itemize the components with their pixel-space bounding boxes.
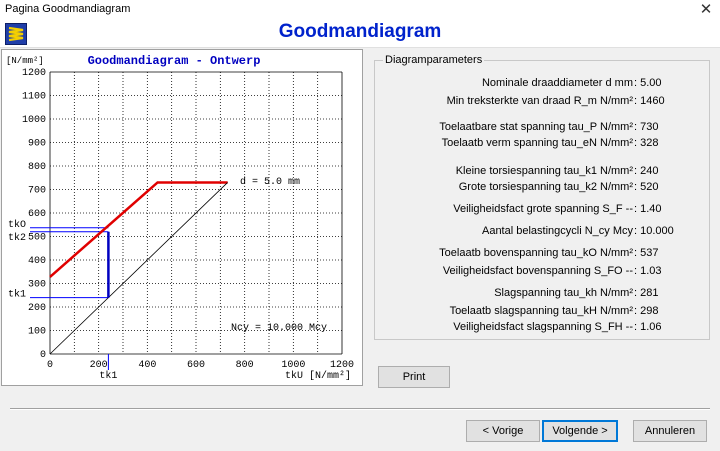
- param-label: Veiligheidsfact bovenspanning S_FO --: [442, 265, 633, 277]
- param-label: Min treksterkte van draad R_m N/mm²: [446, 95, 633, 107]
- param-label: Toelaatbare stat spanning tau_P N/mm²: [439, 121, 633, 133]
- y-tick-label: 700: [28, 186, 46, 197]
- param-label: Aantal belastingcycli N_cy Mcy: [481, 225, 633, 237]
- param-value: : 5.00: [634, 77, 662, 89]
- y-tick-label: 500: [28, 233, 46, 244]
- param-value: : 298: [634, 305, 659, 317]
- upper-limit-line: [49, 181, 228, 278]
- x-tick-label: 1200: [330, 360, 354, 371]
- x-tick-label: 600: [187, 360, 205, 371]
- param-label: Grote torsiespanning tau_k2 N/mm²: [458, 181, 633, 193]
- x-tick-label: 1000: [281, 360, 305, 371]
- param-label: Slagspanning tau_kh N/mm²: [494, 287, 633, 299]
- y-tick-label: 800: [28, 162, 46, 173]
- x-tick-label: 400: [138, 360, 156, 371]
- y-tick-label: 1100: [22, 92, 46, 103]
- param-value: : 520: [634, 181, 659, 193]
- y-tick-label: 300: [28, 280, 46, 291]
- param-label: Toelaatb slagspanning tau_kH N/mm²: [449, 305, 633, 317]
- page-header: Goodmandiagram: [0, 20, 720, 48]
- group-title: Diagramparameters: [383, 54, 485, 66]
- x-tick-label: 800: [236, 360, 254, 371]
- param-value: : 328: [634, 137, 659, 149]
- goodman-chart: 0 100 200 300 400 500 600 700 800 900 1000 1100 1200…: [1, 49, 363, 386]
- diameter-annotation: d = 5.0 mm: [240, 176, 300, 188]
- param-label: Toelaatb verm spanning tau_eN N/mm²: [441, 137, 633, 149]
- y-tick-label: 200: [28, 303, 46, 314]
- y-tick-label: 0: [40, 350, 46, 361]
- tko-label: tkO: [8, 219, 26, 231]
- y-tick-label: 1000: [22, 115, 46, 126]
- y-tick-label: 600: [28, 209, 46, 220]
- close-icon[interactable]: ✕: [699, 0, 713, 18]
- param-value: : 1.03: [634, 265, 662, 277]
- param-label: Toelaatb bovenspanning tau_kO N/mm²: [439, 247, 633, 259]
- param-label: Veiligheidsfact grote spanning S_F --: [453, 203, 633, 215]
- spring-icon: [5, 23, 27, 45]
- y-tick-label: 100: [28, 327, 46, 338]
- param-label: Kleine torsiespanning tau_k1 N/mm²: [455, 165, 633, 177]
- cycles-annotation: Ncy = 10.000 Mcy: [231, 323, 327, 334]
- cancel-button[interactable]: Annuleren: [633, 420, 707, 442]
- chart-title: Goodmandiagram - Ontwerp: [88, 54, 261, 68]
- param-label: Veiligheidsfact slagspanning S_FH --: [453, 321, 633, 333]
- x-tick-label: 0: [47, 360, 53, 371]
- footer-separator: [10, 408, 710, 410]
- param-value: : 1460: [634, 95, 665, 107]
- param-value: : 1.40: [634, 203, 662, 215]
- chart-canvas: 0 100 200 300 400 500 600 700 800 900 1000 1100 1200…: [6, 54, 354, 382]
- window-title: Pagina Goodmandiagram: [5, 3, 131, 15]
- y-tick-label: 900: [28, 139, 46, 150]
- print-button[interactable]: Print: [378, 366, 450, 388]
- x-axis-label: tkU [N/mm²]: [285, 370, 351, 382]
- param-value: : 537: [634, 247, 659, 259]
- next-button[interactable]: Volgende >: [542, 420, 618, 442]
- title-bar: Pagina Goodmandiagram ✕: [0, 0, 720, 20]
- param-value: : 730: [634, 121, 659, 133]
- previous-button[interactable]: < Vorige: [466, 420, 540, 442]
- tk1-y-label: tk1: [8, 289, 26, 301]
- y-unit-label: [N/mm²]: [6, 56, 44, 66]
- y-tick-label: 1200: [22, 68, 46, 79]
- y-tick-label: 400: [28, 256, 46, 267]
- param-label: Nominale draaddiameter d mm: [481, 77, 633, 89]
- param-value: : 10.000: [634, 225, 674, 237]
- param-value: : 281: [634, 287, 659, 299]
- tk2-label: tk2: [8, 232, 26, 244]
- lower-limit-line: [49, 182, 228, 355]
- diagram-parameters-group: Diagramparameters Nominale draaddiameter…: [374, 54, 710, 340]
- param-value: : 1.06: [634, 321, 662, 333]
- tk1-x-label: tk1: [99, 370, 117, 382]
- param-value: : 240: [634, 165, 659, 177]
- page-title: Goodmandiagram: [278, 21, 442, 42]
- x-tick-label: 200: [90, 360, 108, 371]
